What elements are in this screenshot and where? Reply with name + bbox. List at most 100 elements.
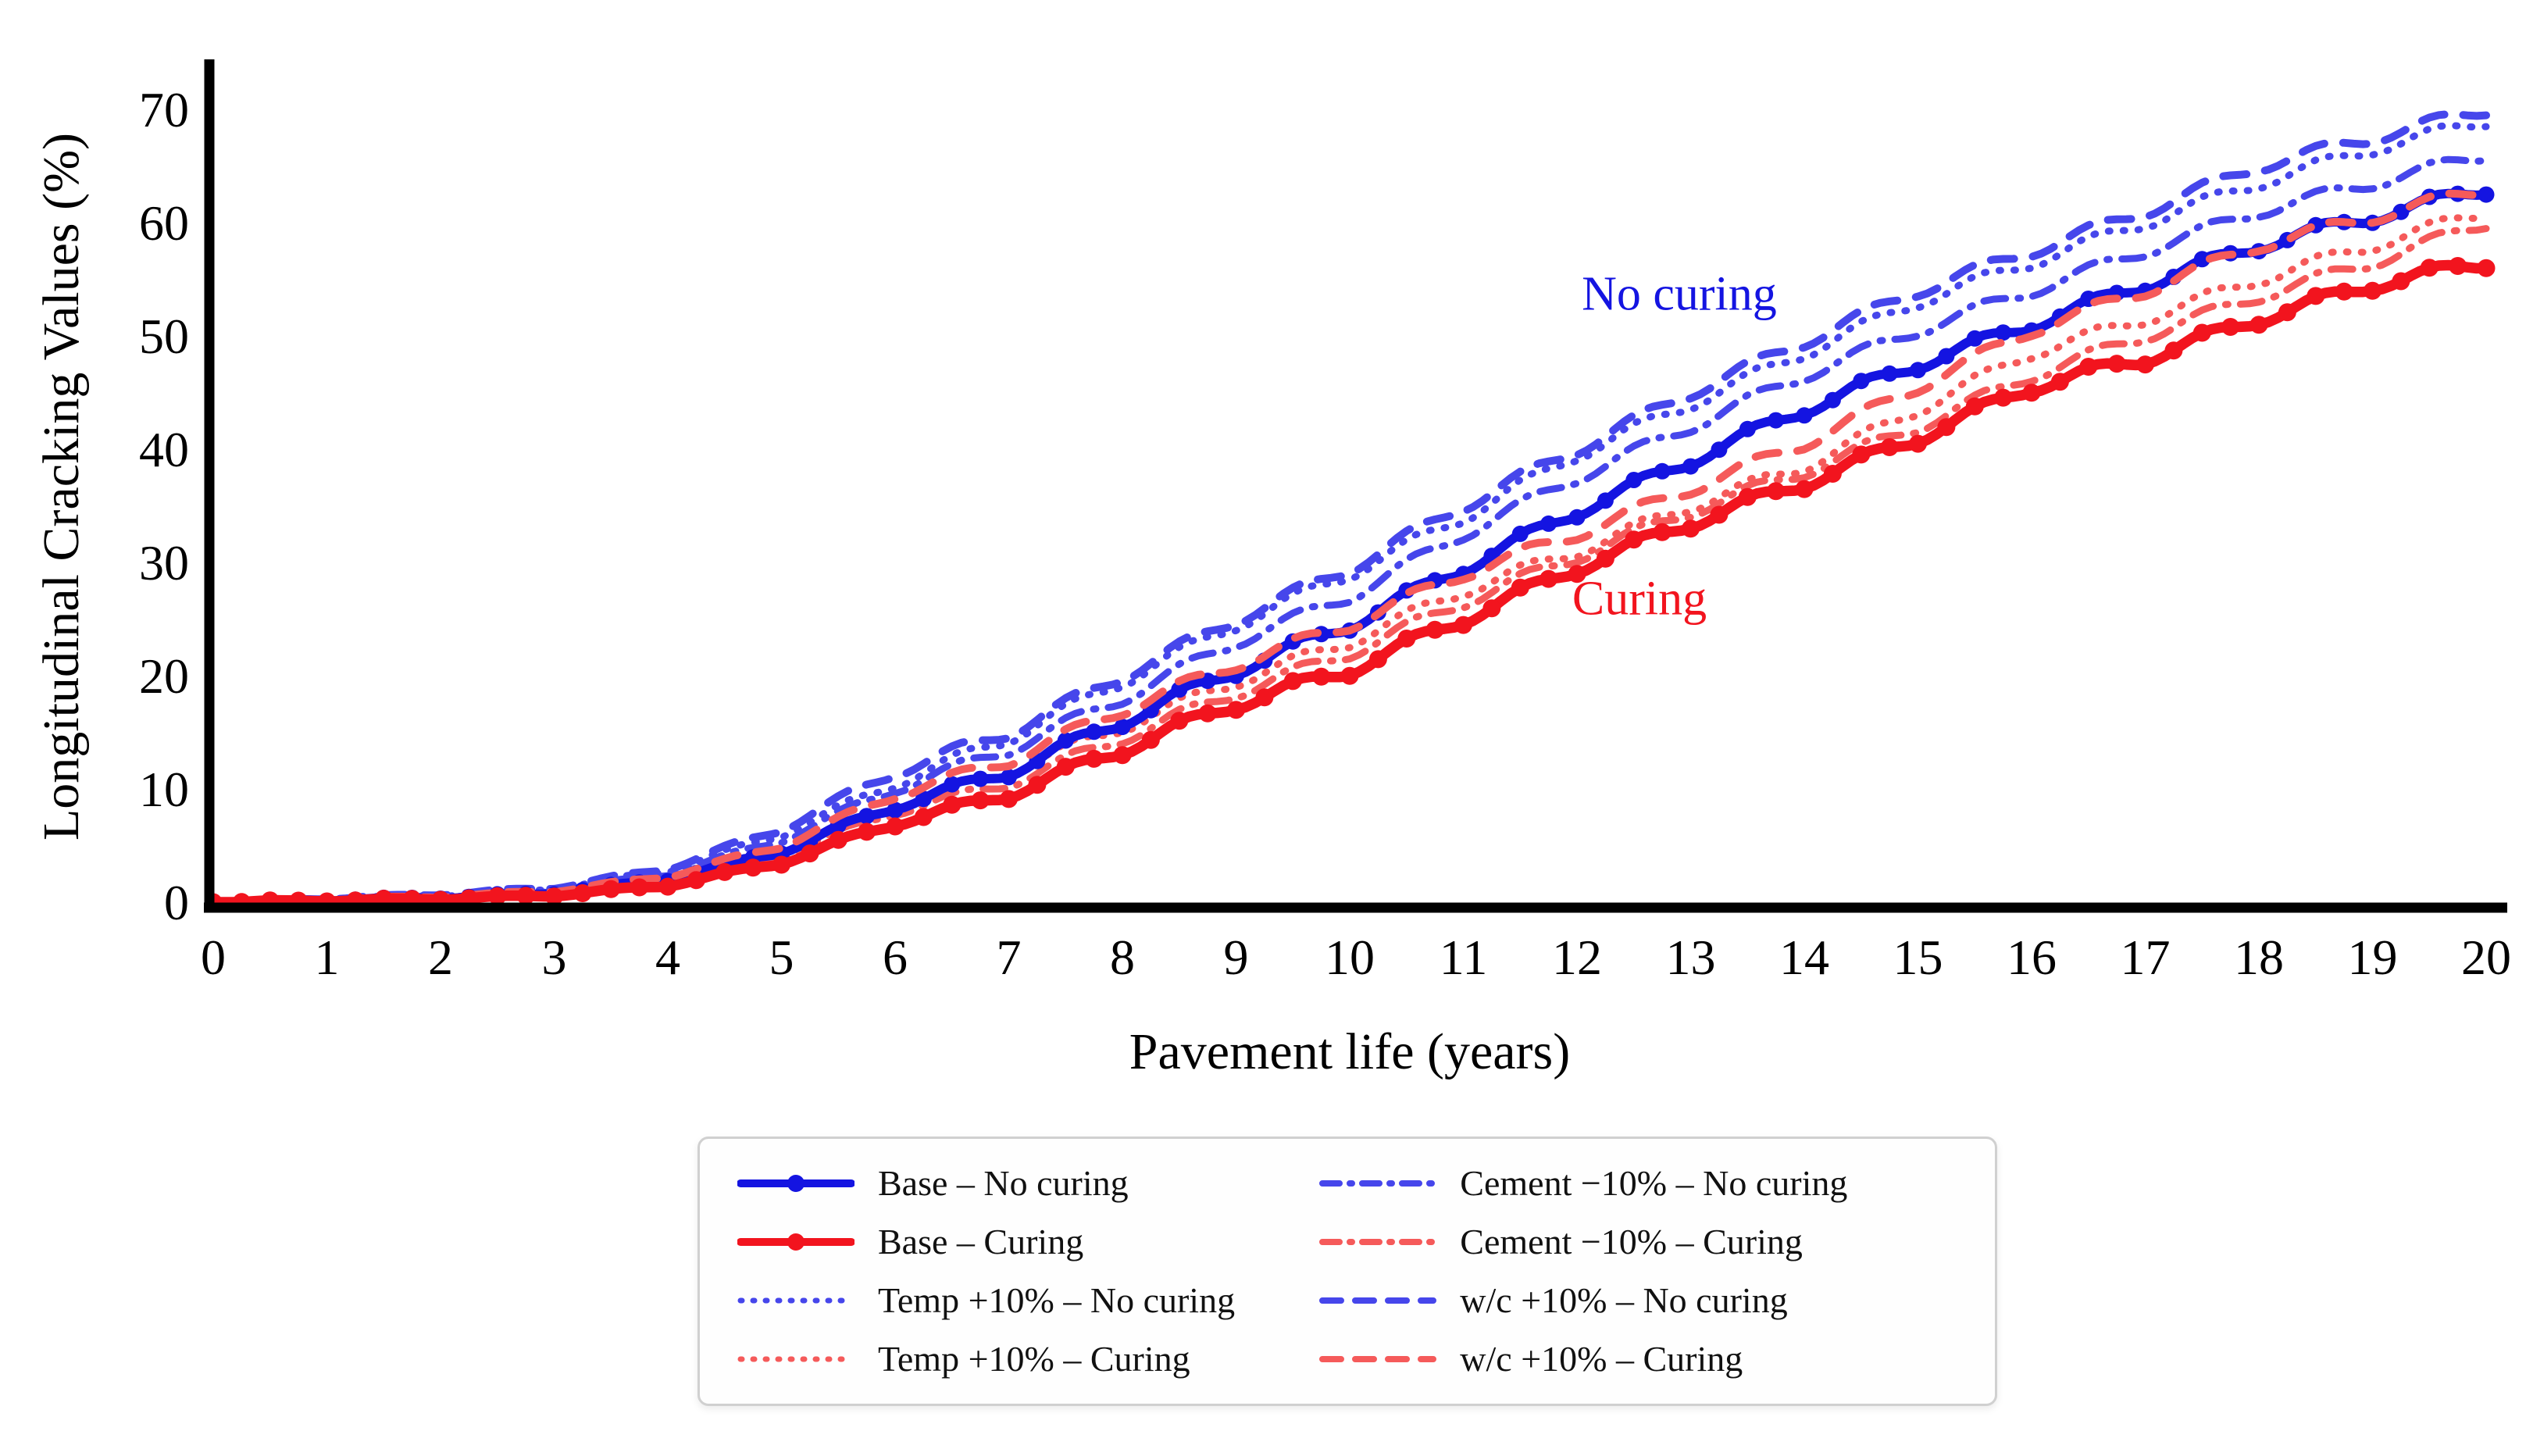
series-marker-base_nc — [1114, 719, 1131, 736]
series-marker-base_c — [1113, 746, 1132, 765]
series-marker-base_c — [1880, 438, 1899, 456]
series-marker-base_c — [2136, 355, 2154, 374]
series-marker-base_c — [1511, 578, 1529, 597]
series-marker-base_nc — [1568, 509, 1586, 526]
series-marker-base_c — [1283, 672, 1302, 691]
series-cement_nc — [209, 155, 2490, 906]
y-tick-label: 20 — [139, 648, 189, 704]
series-marker-base_nc — [972, 770, 989, 787]
x-tick-label: 3 — [542, 930, 567, 985]
series-marker-base_nc — [1910, 362, 1926, 379]
series-marker-base_c — [1767, 482, 1786, 501]
series-marker-base_nc — [2193, 251, 2210, 268]
series-marker-base_nc — [1768, 412, 1785, 429]
series-marker-base_c — [488, 887, 507, 905]
legend-entry-wc_c: w/c +10% – Curing — [1319, 1329, 1971, 1388]
series-marker-base_nc — [944, 776, 961, 793]
series-marker-base_c — [1085, 749, 1104, 768]
series-marker-base_c — [1028, 776, 1047, 794]
series-marker-base_nc — [1001, 769, 1017, 786]
series-marker-base_c — [2022, 384, 2041, 402]
series-marker-base_c — [2335, 282, 2353, 301]
series-marker-base_c — [1340, 666, 1359, 685]
legend-entry-temp_nc: Temp +10% – No curing — [737, 1272, 1319, 1330]
legend-swatch-dashed-icon — [1319, 1297, 1437, 1304]
series-marker-base_c — [1540, 569, 1558, 588]
x-tick-label: 18 — [2234, 930, 2284, 985]
series-marker-base_c — [1000, 790, 1018, 808]
x-tick-label: 13 — [1666, 930, 1716, 985]
legend-marker-sample — [787, 1233, 805, 1251]
x-tick-label: 15 — [1893, 930, 1943, 985]
series-marker-base_c — [601, 880, 620, 898]
series-marker-base_c — [1625, 530, 1643, 549]
series-marker-base_c — [886, 817, 904, 836]
series-wc_c — [209, 189, 2490, 906]
series-marker-base_c — [2420, 259, 2439, 277]
series-marker-base_nc — [1796, 407, 1813, 424]
legend-entry-base_c: Base – Curing — [737, 1213, 1319, 1272]
series-line-cement_c — [209, 225, 2490, 906]
legend-label: Cement −10% – Curing — [1460, 1222, 1803, 1262]
legend-label: Base – No curing — [878, 1163, 1129, 1204]
series-marker-base_nc — [1654, 462, 1671, 480]
legend-label: Temp +10% – Curing — [878, 1338, 1190, 1379]
y-tick-label: 30 — [139, 535, 189, 591]
series-marker-base_c — [630, 878, 649, 897]
x-tick-label: 20 — [2461, 930, 2511, 985]
series-marker-base_c — [801, 844, 819, 863]
x-tick-label: 12 — [1552, 930, 1602, 985]
series-temp_c — [209, 213, 2490, 906]
series-marker-base_c — [2307, 287, 2325, 305]
series-wc_nc — [209, 110, 2490, 906]
series-marker-base_nc — [1995, 324, 2012, 341]
legend-entry-wc_nc: w/c +10% – No curing — [1319, 1272, 1971, 1330]
series-marker-base_c — [2278, 303, 2296, 322]
x-tick-label: 8 — [1110, 930, 1135, 985]
series-marker-base_nc — [887, 801, 904, 819]
x-tick-label: 9 — [1224, 930, 1249, 985]
annotation-no-curing: No curing — [1582, 268, 1777, 321]
curves-layer — [204, 110, 2496, 912]
series-marker-base_c — [545, 887, 563, 906]
series-marker-base_c — [1227, 701, 1245, 719]
x-axis-title: Pavement life (years) — [1129, 1023, 1570, 1080]
series-marker-base_c — [772, 855, 790, 874]
series-marker-base_nc — [915, 790, 932, 808]
series-cement_c — [209, 225, 2490, 906]
x-tick-label: 11 — [1440, 930, 1488, 985]
series-marker-base_nc — [1711, 441, 1728, 459]
series-marker-base_c — [2164, 341, 2183, 360]
series-marker-base_c — [1823, 465, 1842, 483]
x-tick-label: 14 — [1779, 930, 1829, 985]
series-marker-base_c — [2221, 318, 2240, 336]
series-marker-base_c — [1568, 565, 1586, 583]
series-marker-base_c — [1653, 523, 1672, 541]
series-marker-base_c — [516, 887, 535, 905]
y-tick-label: 60 — [139, 195, 189, 251]
legend: Base – No curing Base – Curing Temp +10% –… — [698, 1137, 1997, 1406]
series-marker-base_nc — [1625, 472, 1643, 488]
series-marker-base_nc — [858, 808, 876, 825]
series-marker-base_nc — [1824, 391, 1841, 409]
series-marker-base_c — [1482, 599, 1501, 618]
x-tick-label: 16 — [2007, 930, 2057, 985]
legend-swatch-dotted-icon — [737, 1356, 854, 1362]
y-tick-label: 70 — [139, 82, 189, 137]
legend-entry-temp_c: Temp +10% – Curing — [737, 1329, 1319, 1388]
series-marker-base_c — [1596, 549, 1614, 568]
series-line-temp_c — [209, 213, 2490, 906]
series-marker-base_nc — [1938, 348, 1955, 365]
series-marker-base_c — [914, 808, 933, 826]
series-marker-base_c — [744, 858, 762, 877]
series-marker-base_c — [687, 871, 705, 890]
legend-label: Cement −10% – No curing — [1460, 1163, 1848, 1204]
series-marker-base_c — [2392, 272, 2410, 291]
series-marker-base_c — [2364, 281, 2382, 300]
series-marker-base_nc — [1511, 525, 1529, 542]
series-marker-base_nc — [1966, 330, 1983, 347]
legend-entry-cement_nc: Cement −10% – No curing — [1319, 1154, 1971, 1213]
annotation-curing: Curing — [1572, 573, 1707, 626]
y-tick-label: 10 — [139, 762, 189, 817]
